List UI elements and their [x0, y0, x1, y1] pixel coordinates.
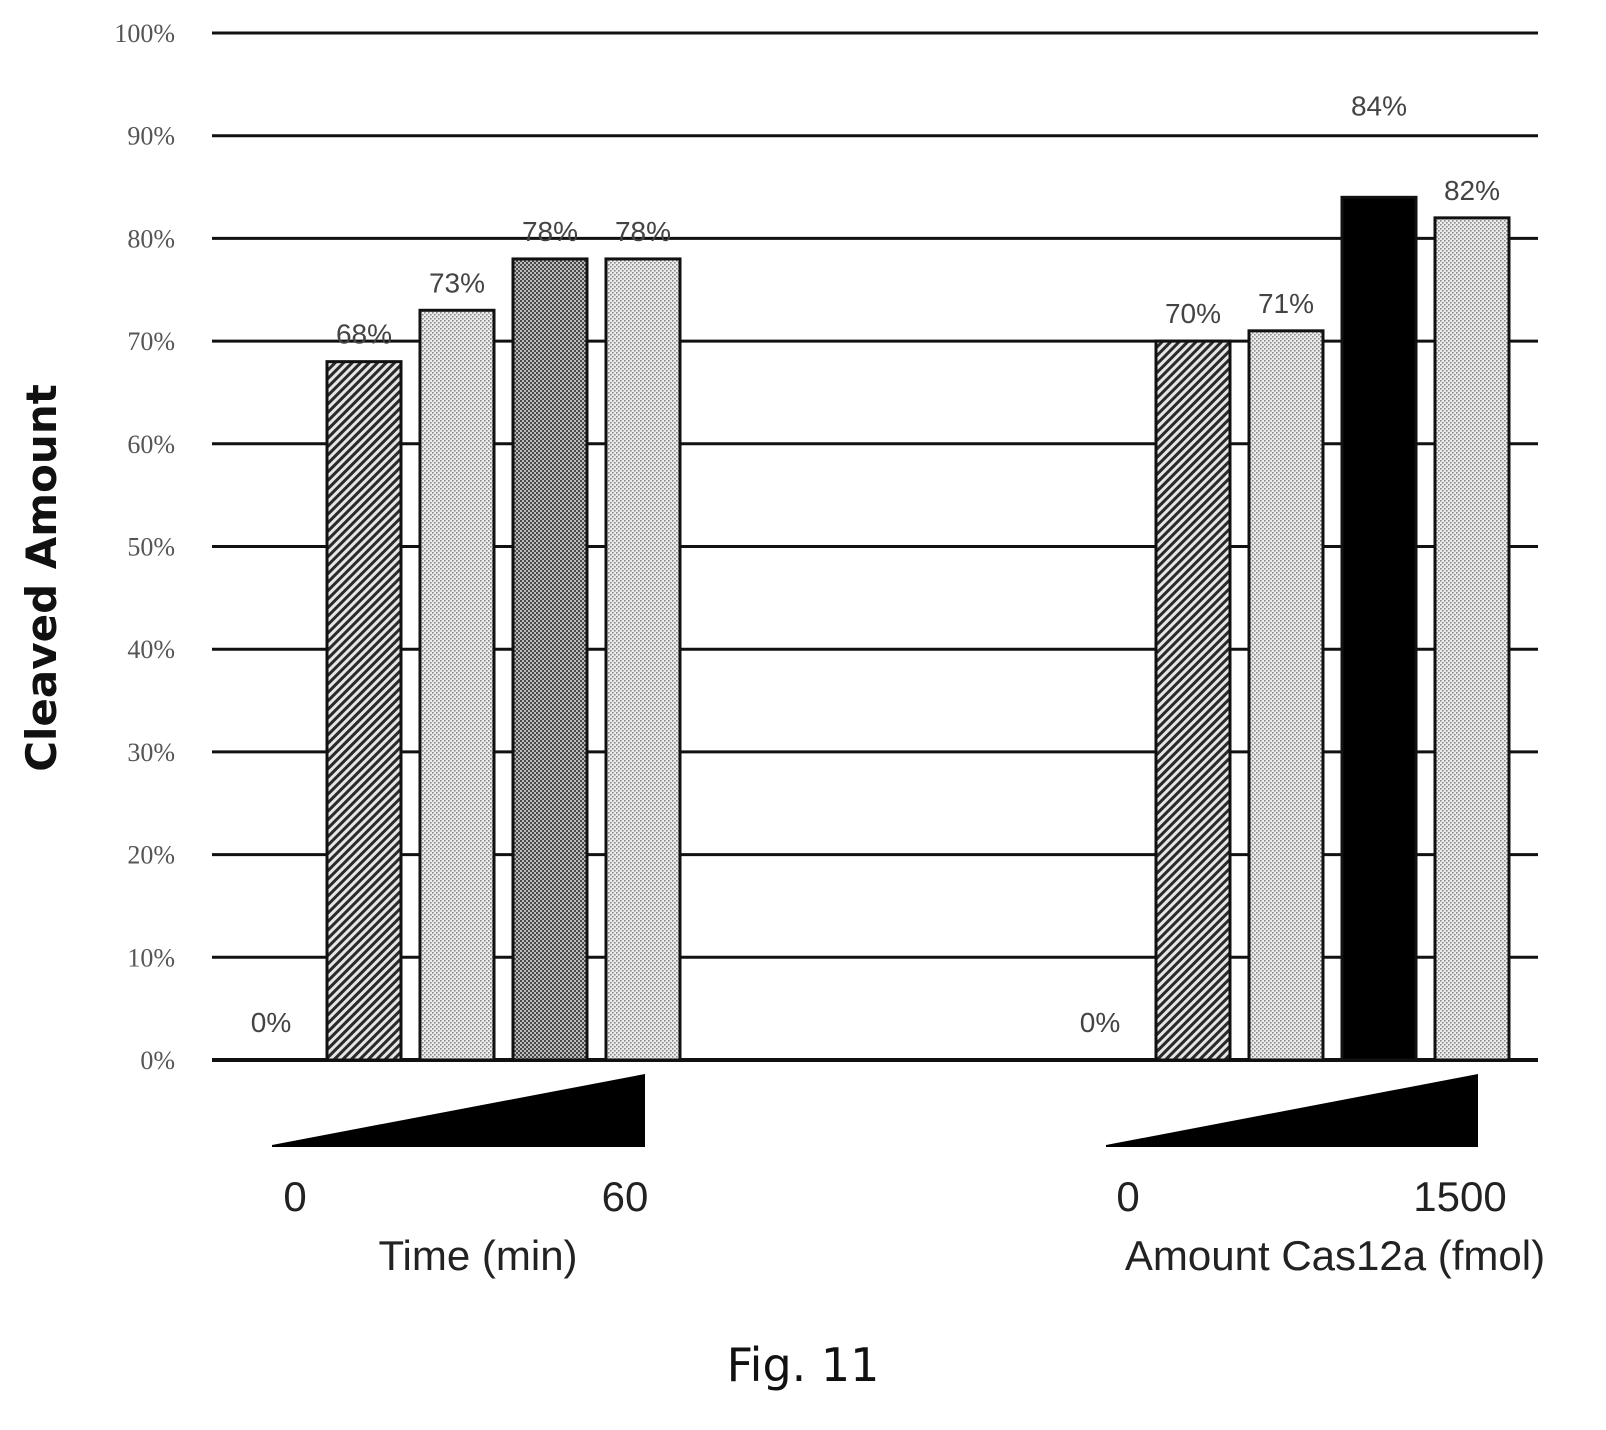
time-gradient-start: 0 [283, 1173, 306, 1220]
bar [1433, 216, 1511, 1062]
data-labels: 0% 68% 73% 78% 78% 0% 70% 71% 84% 82% [251, 90, 1500, 1038]
cas12a-gradient-wedge [1106, 1074, 1478, 1147]
cas12a-gradient-start: 0 [1116, 1173, 1139, 1220]
bar-data-label: 78% [522, 216, 578, 247]
time-gradient-group: 0 60 Time (min) [272, 1074, 648, 1279]
y-tick-label: 30% [127, 738, 175, 767]
bar [1154, 339, 1232, 1062]
bar [418, 308, 496, 1062]
bar-data-label: 73% [429, 267, 485, 298]
cas12a-gradient-group: 0 1500 Amount Cas12a (fmol) [1106, 1074, 1545, 1279]
y-tick-label: 100% [114, 19, 175, 48]
y-axis-label: Cleaved Amount [17, 384, 66, 772]
bar [511, 257, 589, 1062]
bar-data-label: 70% [1165, 298, 1221, 329]
bar-data-label: 84% [1351, 90, 1407, 121]
y-tick-labels: 0% 10% 20% 30% 40% 50% 60% 70% 80% 90% 100% [114, 19, 175, 1075]
y-tick-label: 50% [127, 533, 175, 562]
figure-caption: Fig. 11 [726, 1338, 880, 1392]
bars [325, 195, 1511, 1062]
bar-data-label: 82% [1444, 175, 1500, 206]
gridlines [212, 31, 1538, 1062]
y-tick-label: 20% [127, 841, 175, 870]
y-tick-label: 0% [140, 1046, 175, 1075]
bar-data-label: 68% [336, 319, 392, 350]
cas12a-gradient-end: 1500 [1413, 1173, 1506, 1220]
bar-data-label: 78% [615, 216, 671, 247]
bar-data-label: 0% [251, 1007, 291, 1038]
y-tick-label: 80% [127, 224, 175, 253]
y-tick-label: 70% [127, 327, 175, 356]
time-axis-title: Time (min) [378, 1232, 577, 1279]
y-tick-label: 10% [127, 943, 175, 972]
y-tick-label: 60% [127, 430, 175, 459]
time-gradient-end: 60 [602, 1173, 649, 1220]
bar [1247, 329, 1325, 1062]
time-gradient-wedge [272, 1074, 645, 1147]
y-tick-label: 40% [127, 635, 175, 664]
bar [325, 360, 403, 1062]
bar-data-label: 0% [1080, 1007, 1120, 1038]
bar-data-label: 71% [1258, 288, 1314, 319]
y-tick-label: 90% [127, 122, 175, 151]
bar [604, 257, 682, 1062]
cas12a-axis-title: Amount Cas12a (fmol) [1125, 1232, 1545, 1279]
bar [1340, 195, 1418, 1062]
